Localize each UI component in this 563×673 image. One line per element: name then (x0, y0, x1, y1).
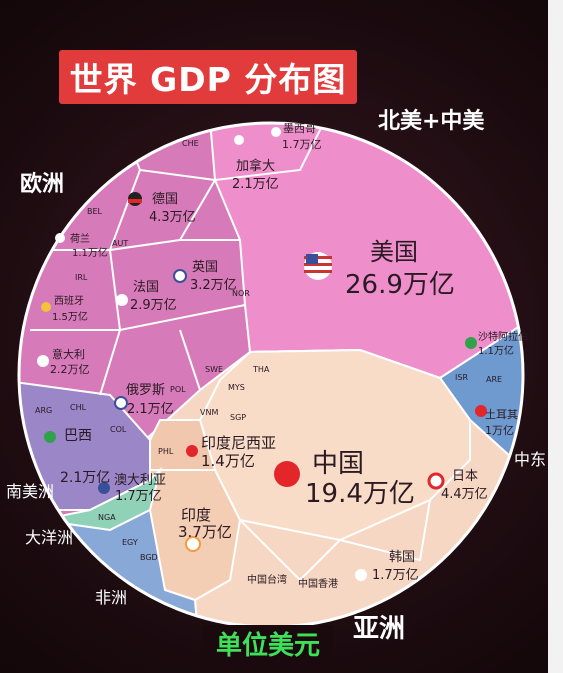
label-france-value: 2.9万亿 (130, 298, 177, 313)
country-code-nor: NOR (232, 289, 250, 298)
label-australia-name: 澳大利亚 (114, 472, 166, 488)
label-usa-name: 美国 (370, 238, 418, 266)
label-china-name: 中国 (312, 449, 364, 479)
italy-flag-icon (37, 355, 49, 367)
japan-flag-icon (427, 472, 445, 490)
label-japan-value: 4.4万亿 (441, 487, 488, 502)
label-canada-name: 加拿大 (236, 158, 275, 174)
label-india-value: 3.7万亿 (178, 523, 232, 541)
spain-flag-icon (41, 302, 51, 312)
label-korea-name: 韩国 (389, 550, 415, 565)
country-code-mys: MYS (228, 383, 245, 392)
right-edge-strip (548, 0, 563, 673)
country-code-isr: ISR (455, 373, 468, 382)
label-japan-name: 日本 (452, 469, 478, 484)
label-saudi-value: 1.1万亿 (478, 344, 514, 357)
label-turkey-name: 土耳其 (485, 408, 518, 421)
small-country-codes: CHE BEL AUT IRL NOR SWE POL ARG CHL COL NGA EGY PHL T… (35, 139, 502, 562)
indonesia-flag-icon (186, 445, 198, 457)
label-germany-name: 德国 (152, 192, 178, 207)
unit-box: 单位美元 (203, 625, 333, 661)
label-indonesia-name: 印度尼西亚 (201, 434, 276, 452)
label-uk-name: 英国 (192, 260, 218, 275)
label-spain-value: 1.5万亿 (52, 310, 88, 323)
country-code-pol: POL (170, 385, 186, 394)
page-title: 世界 GDP 分布图 (69, 60, 347, 99)
unit-label: 单位美元 (215, 630, 320, 661)
russia-flag-icon (114, 396, 128, 410)
turkey-flag-icon (475, 405, 487, 417)
region-label-middle-east: 中东 (514, 450, 547, 469)
label-saudi-name: 沙特阿拉伯 (478, 330, 528, 343)
label-italy-value: 2.2万亿 (50, 363, 90, 376)
label-italy-name: 意大利 (52, 347, 85, 361)
gdp-voronoi-chart: 美国 26.9万亿 加拿大 2.1万亿 墨西哥 1.7万亿 中国 19.4万亿 … (17, 121, 528, 629)
country-code-irl: IRL (75, 273, 88, 282)
label-netherlands-name: 荷兰 (70, 232, 90, 245)
country-code-are: ARE (486, 375, 502, 384)
saudi-flag-icon (465, 337, 477, 349)
country-code-nga: NGA (98, 513, 116, 522)
country-code-phl: PHL (158, 447, 174, 456)
label-korea-value: 1.7万亿 (372, 568, 419, 583)
country-code-sgp: SGP (230, 413, 246, 422)
country-code-arg: ARG (35, 406, 52, 415)
label-taiwan-name: 中国台湾 (247, 573, 287, 586)
label-russia-name: 俄罗斯 (126, 383, 165, 398)
label-brazil-name: 巴西 (64, 428, 92, 444)
region-label-asia: 亚洲 (353, 614, 406, 644)
label-mexico-value: 1.7万亿 (282, 138, 322, 151)
usa-flag-icon (304, 252, 332, 280)
label-hongkong-name: 中国香港 (298, 577, 338, 590)
cell-indonesia (149, 419, 217, 471)
cell-china (198, 348, 471, 542)
label-france-name: 法国 (133, 280, 159, 295)
mexico-flag-icon (271, 127, 281, 137)
label-brazil-value: 2.1万亿 (60, 470, 110, 486)
label-canada-value: 2.1万亿 (232, 177, 279, 192)
country-code-chl: CHL (70, 403, 87, 412)
label-india-name: 印度 (181, 506, 211, 524)
label-usa-value: 26.9万亿 (345, 270, 455, 300)
brazil-flag-icon (44, 431, 56, 443)
country-code-bel: BEL (87, 207, 103, 216)
country-code-egy: EGY (122, 538, 138, 547)
country-code-col: COL (110, 425, 127, 434)
china-flag-icon (274, 461, 300, 487)
country-code-tha: THA (252, 365, 270, 374)
label-uk-value: 3.2万亿 (190, 278, 237, 293)
region-label-south-america: 南美洲 (6, 482, 55, 501)
country-code-bgd: BGD (140, 553, 158, 562)
australia-flag-icon (98, 482, 110, 494)
country-code-vnm: VNM (200, 408, 218, 417)
korea-flag-icon (355, 569, 367, 581)
france-flag-icon (116, 294, 128, 306)
region-label-oceania: 大洋洲 (25, 528, 74, 547)
canada-flag-icon (234, 135, 244, 145)
country-code-swe: SWE (205, 365, 223, 374)
label-russia-value: 2.1万亿 (127, 402, 174, 417)
label-spain-name: 西班牙 (54, 295, 84, 307)
country-code-che: CHE (182, 139, 199, 148)
label-china-value: 19.4万亿 (305, 479, 415, 509)
label-mexico-name: 墨西哥 (283, 122, 316, 135)
region-label-africa: 非洲 (95, 588, 128, 607)
germany-flag-icon (128, 192, 142, 206)
netherlands-flag-icon (55, 233, 65, 243)
region-label-north-america: 北美+中美 (378, 109, 485, 134)
label-turkey-value: 1万亿 (485, 424, 514, 437)
region-label-europe: 欧洲 (20, 172, 65, 197)
country-code-aut: AUT (112, 239, 128, 248)
label-australia-value: 1.7万亿 (115, 489, 162, 504)
india-flag-icon (185, 536, 201, 552)
label-indonesia-value: 1.4万亿 (201, 452, 255, 470)
label-netherlands-value: 1.1万亿 (72, 246, 108, 259)
uk-flag-icon (173, 269, 187, 283)
title-box: 世界 GDP 分布图 (59, 50, 357, 104)
label-germany-value: 4.3万亿 (149, 210, 196, 225)
